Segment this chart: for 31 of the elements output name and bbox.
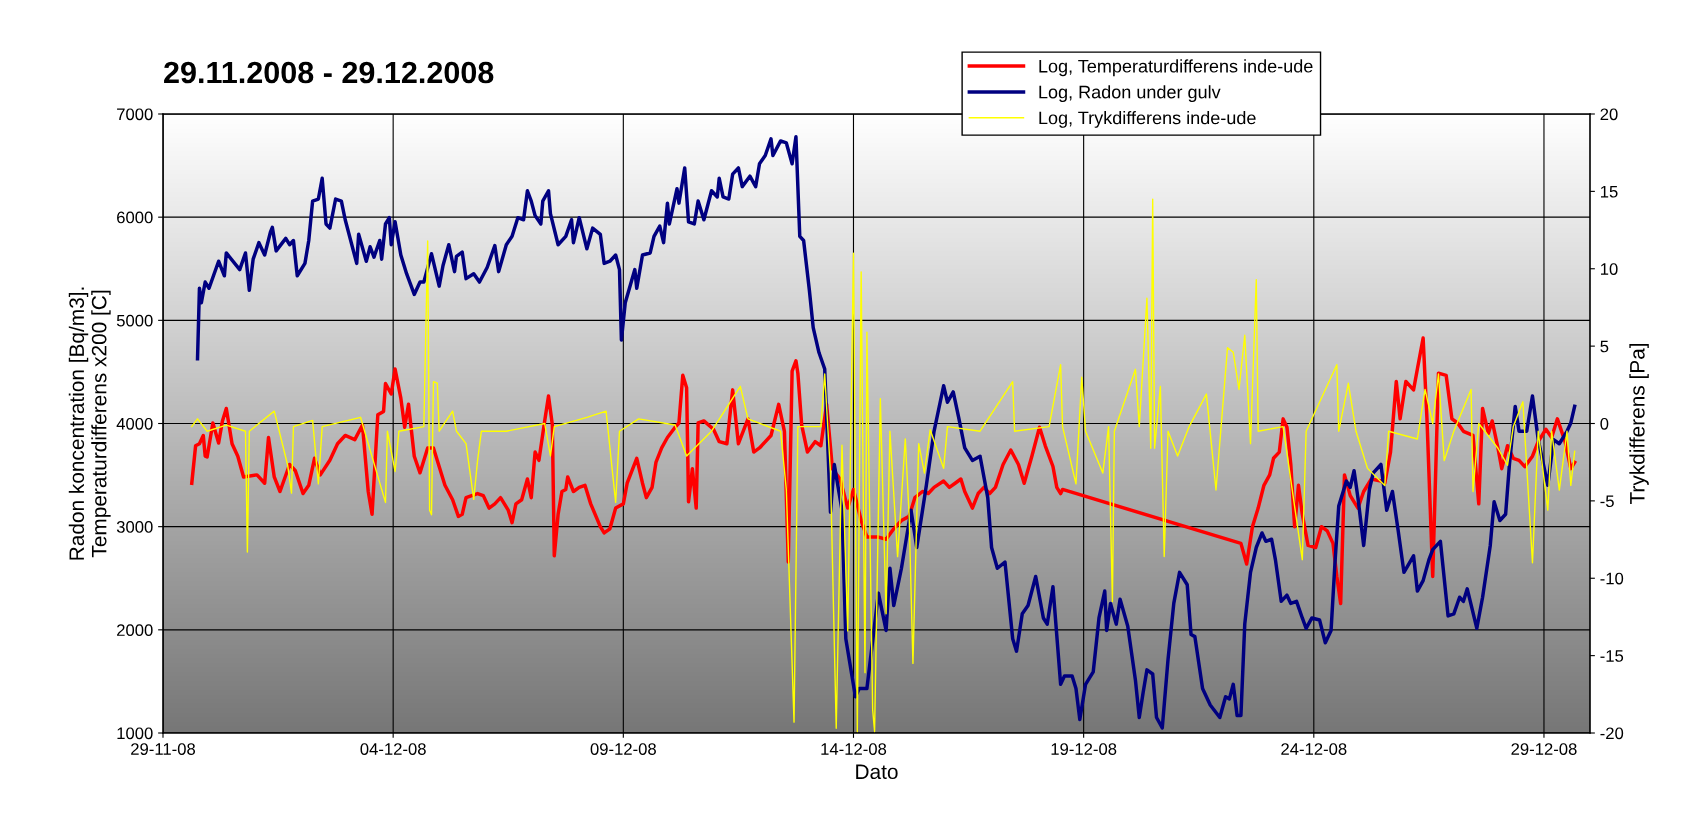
- y2-axis-title: Trykdifferens [Pa]: [1629, 343, 1649, 505]
- y-tick-label: 7000: [117, 108, 153, 121]
- x-tick-label: 19-12-08: [1051, 743, 1117, 755]
- x-tick-label: 29-12-08: [1511, 743, 1577, 755]
- y-tick-label: 2000: [117, 624, 153, 637]
- line-series: [190, 336, 1577, 606]
- y-tick-label: 5000: [116, 314, 153, 327]
- y-tick-label: 3000: [116, 521, 153, 533]
- y2-tick-label: 0: [1600, 417, 1609, 430]
- y2-tick-label: -10: [1600, 572, 1624, 585]
- y2-tick-label: 15: [1600, 185, 1618, 198]
- y2-tick-label: -5: [1600, 495, 1614, 508]
- y2-tick-label: -15: [1600, 650, 1624, 662]
- x-tick-label: 24-12-08: [1281, 743, 1347, 755]
- x-tick-label: 04-12-08: [360, 743, 426, 755]
- legend-label: Log, Temperaturdifferens inde-ude: [1039, 59, 1313, 77]
- y-tick-label: 1000: [117, 727, 153, 740]
- x-tick-label: 29-11-08: [131, 743, 196, 755]
- y-axis-title: Radon koncentration [Bq/m3]. Temperaturdifferens x200 [C]: [68, 287, 111, 560]
- chart-title: 29.11.2008 - 29.12.2008: [164, 61, 494, 84]
- y-tick-label: 6000: [117, 211, 153, 224]
- x-axis-title: Dato: [856, 764, 898, 780]
- y-tick-label: 4000: [116, 417, 153, 430]
- legend-label: Log, Radon under gulv: [1039, 85, 1221, 103]
- y2-tick-label: -20: [1600, 727, 1624, 740]
- y2-tick-label: 5: [1600, 340, 1609, 353]
- x-tick-label: 09-12-08: [590, 743, 656, 755]
- legend-label: Log, Trykdifferens inde-ude: [1039, 111, 1256, 128]
- x-tick-label: 14-12-08: [821, 743, 887, 755]
- y2-tick-label: 10: [1600, 263, 1618, 275]
- y2-tick-label: 20: [1600, 108, 1618, 121]
